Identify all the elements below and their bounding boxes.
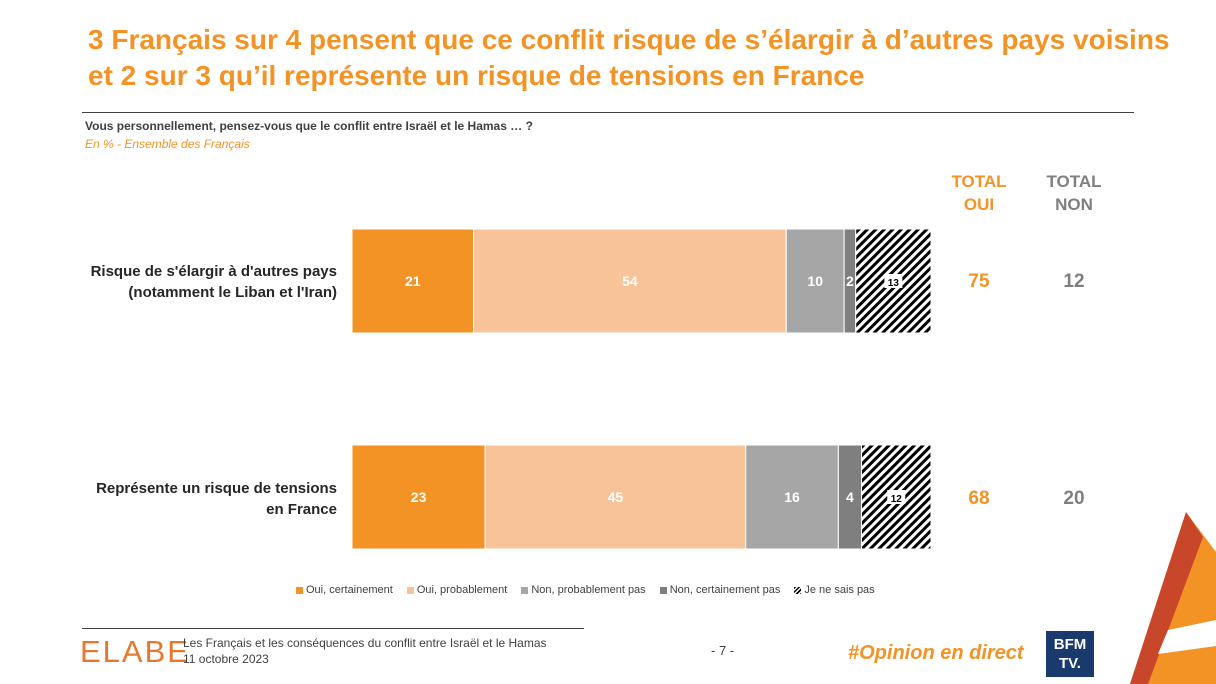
data-label-non-probablement-pas-row-2: 16 [784,489,800,505]
hashtag: #Opinion en direct [848,642,1024,664]
bar-segment-oui-probablement-row-1 [473,228,787,334]
total-non-header-line2: NON [1055,195,1093,214]
data-label-je-ne-sais-pas-row-1: 13 [888,278,900,289]
legend-item-oui-probablement: Oui, probablement [406,584,508,596]
total-oui-row-1: 75 [968,271,990,292]
legend-item-non-certainement-pas: Non, certainement pas [659,584,781,596]
data-label-oui-certainement-row-1: 21 [405,273,421,289]
page-title: 3 Français sur 4 pensent que ce conflit … [88,22,1170,94]
total-non-header-line1: TOTAL [1046,172,1102,191]
total-oui-header-line1: TOTAL [951,172,1007,191]
footer-divider [82,628,584,629]
bar-segment-oui-certainement-row-2 [351,444,486,550]
page-number: - 7 - [711,643,735,658]
row-label-2: Représente un risque de tensions en Fran… [37,478,337,520]
total-oui-header-line2: OUI [963,195,995,214]
total-non-row-2: 20 [1063,488,1085,509]
row-label-2-line2: en France [266,501,337,518]
row-label-1-line2: (notamment le Liban et l'Iran) [128,284,337,301]
bfmtv-logo: BFM TV. [1046,631,1094,677]
data-label-oui-certainement-row-2: 23 [411,489,427,505]
total-oui-row-2: 68 [968,488,990,509]
footer-source-date: 11 octobre 2023 [183,652,269,666]
row-label-2-line1: Représente un risque de tensions [96,480,337,497]
total-oui-header: TOTAL OUI [934,170,1024,216]
data-label-non-certainement-pas-row-2: 4 [846,489,854,505]
survey-question: Vous personnellement, pensez-vous que le… [85,119,533,133]
row-label-1-line1: Risque de s'élargir à d'autres pays [90,263,337,280]
data-label-oui-probablement-row-1: 54 [622,273,638,289]
legend-swatch-je-ne-sais-pas [794,586,802,594]
bfmtv-logo-line1: BFM [1053,636,1087,653]
legend-label-non-certainement-pas: Non, certainement pas [669,584,781,596]
footer-source: Les Français et les conséquences du conf… [183,635,547,667]
total-non-row-1: 12 [1063,271,1085,292]
data-label-oui-probablement-row-2: 45 [608,489,624,505]
legend-item-je-ne-sais-pas: Je ne sais pas [794,584,875,596]
legend-label-non-probablement-pas: Non, probablement pas [531,584,646,596]
title-line-2: et 2 sur 3 qu’il représente un risque de… [88,60,865,91]
bar-segment-oui-certainement-row-1 [351,228,475,334]
bar-segment-oui-probablement-row-2 [484,444,747,550]
data-label-bg-je-ne-sais-pas-row-1 [884,274,903,288]
elabe-logo: ELABE [80,634,190,669]
legend-swatch-non-probablement-pas [521,586,529,594]
bfmtv-logo-line2: TV. [1059,655,1081,672]
data-label-non-certainement-pas-row-1: 2 [846,273,854,289]
legend-swatch-oui-probablement [406,586,414,594]
row-label-1: Risque de s'élargir à d'autres pays (not… [37,261,337,303]
data-label-je-ne-sais-pas-row-2: 12 [891,494,903,505]
title-divider [82,112,1134,113]
legend-label-oui-probablement: Oui, probablement [416,584,508,596]
bar-segment-non-probablement-pas-row-2 [745,444,839,550]
data-label-non-probablement-pas-row-1: 10 [807,273,823,289]
brand-triangle-decoration [1130,512,1216,684]
legend-label-je-ne-sais-pas: Je ne sais pas [804,584,875,596]
legend-label-oui-certainement: Oui, certainement [306,584,393,596]
chart-legend: Oui, certainement Oui, probablement Non,… [296,584,875,596]
data-label-bg-je-ne-sais-pas-row-2 [887,490,906,504]
total-non-header: TOTAL NON [1029,170,1119,216]
bar-segment-non-probablement-pas-row-1 [785,228,845,334]
title-line-1: 3 Français sur 4 pensent que ce conflit … [88,24,1170,55]
legend-item-non-probablement-pas: Non, probablement pas [521,584,646,596]
base-subtitle: En % - Ensemble des Français [85,137,250,151]
legend-swatch-non-certainement-pas [659,586,667,594]
footer-source-title: Les Français et les conséquences du conf… [183,636,547,650]
legend-swatch-oui-certainement [296,586,303,594]
legend-item-oui-certainement: Oui, certainement [296,584,393,596]
